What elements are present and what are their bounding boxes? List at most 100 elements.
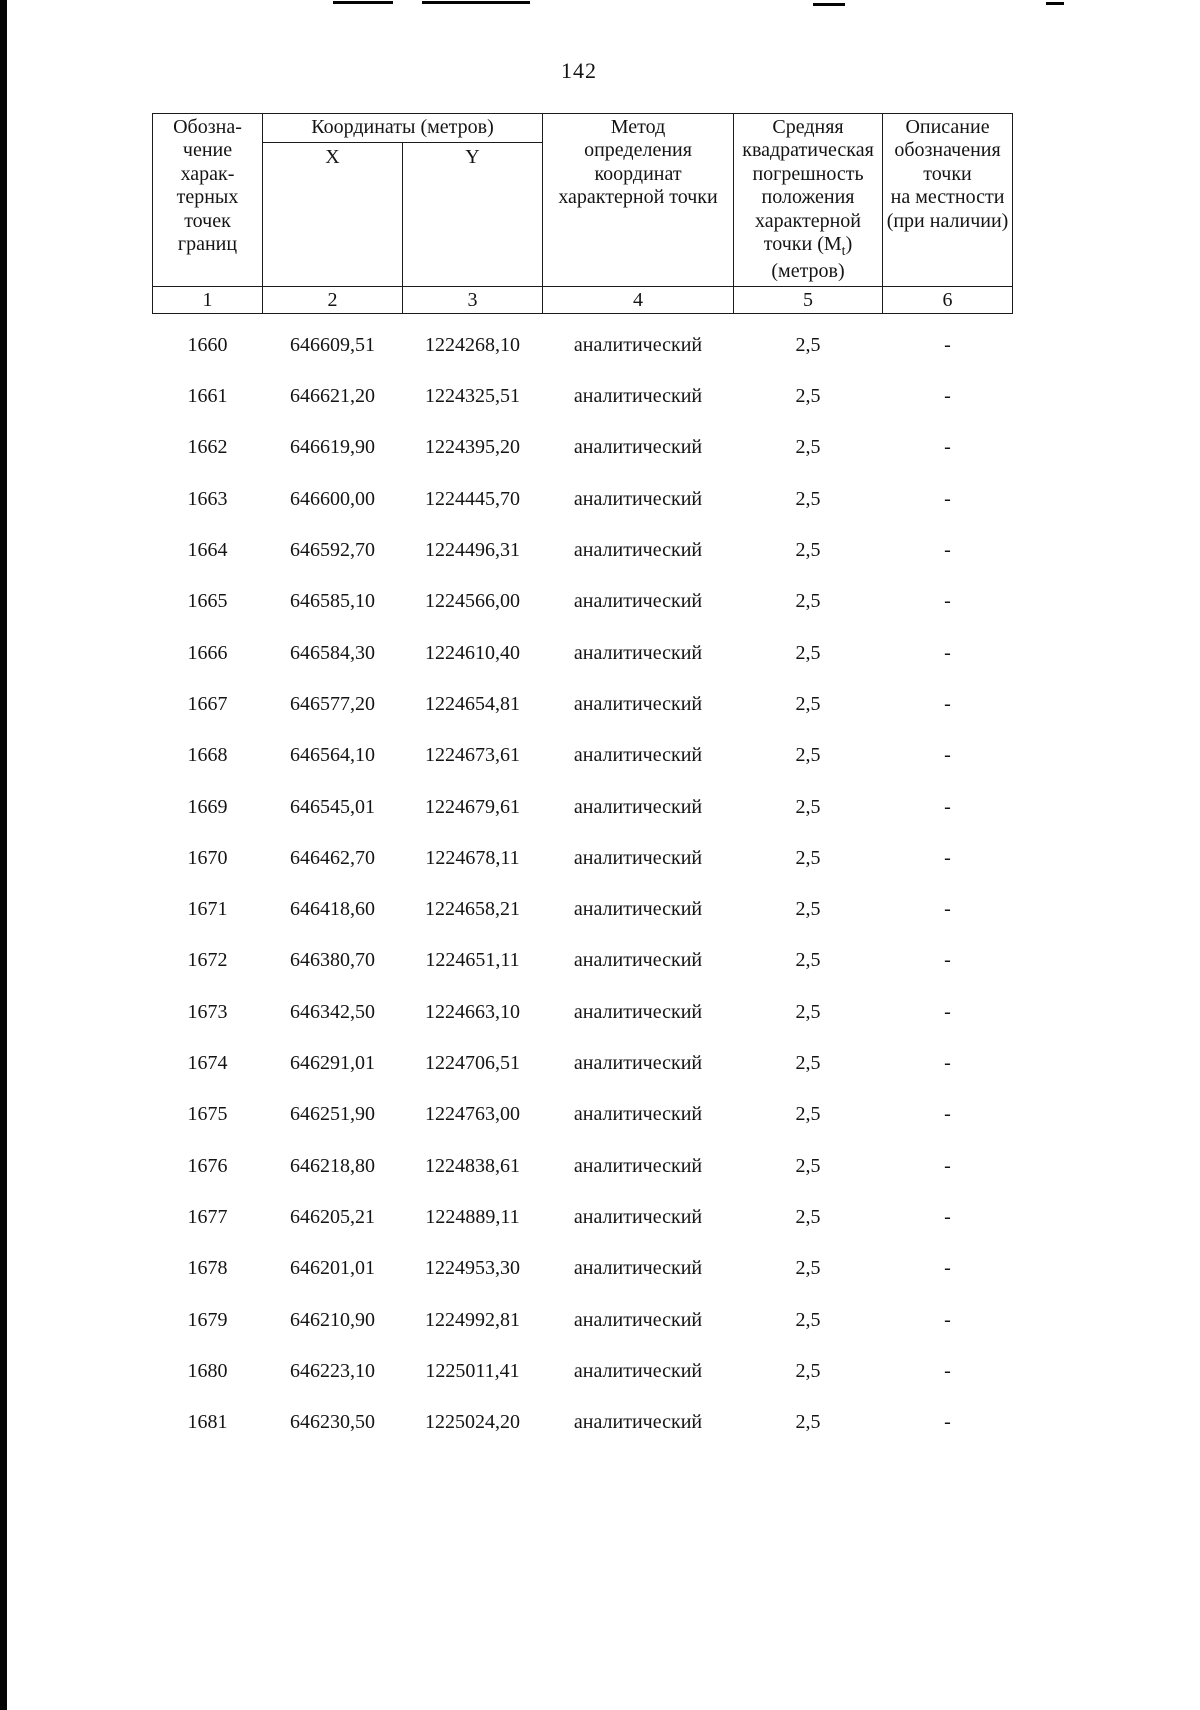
description-cell: -	[944, 539, 951, 562]
table-row: 1679 646210,90 1224992,81 аналитический …	[153, 1294, 1013, 1345]
coordinates-table: Обозна- чение харак- терных точек границ…	[152, 113, 1014, 1448]
error-cell: 2,5	[795, 590, 821, 613]
table-row: 1677 646205,21 1224889,11 аналитический …	[153, 1192, 1013, 1243]
table-row: 1671 646418,60 1224658,21 аналитический …	[153, 884, 1013, 935]
column-number-6: 6	[882, 285, 1014, 314]
x-coordinate-cell: 646205,21	[290, 1205, 375, 1228]
point-number-cell: 1675	[187, 1103, 228, 1126]
error-cell: 2,5	[795, 436, 821, 459]
description-cell: -	[944, 487, 951, 510]
table-row: 1668 646564,10 1224673,61 аналитический …	[153, 730, 1013, 781]
scan-artifact-dash	[813, 3, 845, 6]
error-cell: 2,5	[795, 1257, 821, 1280]
x-coordinate-cell: 646545,01	[290, 795, 375, 818]
point-number-cell: 1674	[187, 1052, 228, 1075]
method-cell: аналитический	[573, 590, 703, 613]
method-cell: аналитический	[573, 487, 703, 510]
x-coordinate-cell: 646291,01	[290, 1052, 375, 1075]
description-cell: -	[944, 846, 951, 869]
error-cell: 2,5	[795, 1052, 821, 1075]
x-coordinate-cell: 646592,70	[290, 539, 375, 562]
description-cell: -	[944, 1359, 951, 1382]
method-cell: аналитический	[573, 846, 703, 869]
description-cell: -	[944, 1205, 951, 1228]
scan-artifact-left-edge	[0, 0, 7, 1710]
y-coordinate-cell: 1224654,81	[425, 692, 520, 715]
table-row: 1666 646584,30 1224610,40 аналитический …	[153, 628, 1013, 679]
header-designation: Обозна- чение харак- терных точек границ	[152, 113, 263, 287]
point-number-cell: 1671	[187, 898, 228, 921]
description-cell: -	[944, 1103, 951, 1126]
description-cell: -	[944, 1052, 951, 1075]
y-coordinate-cell: 1224651,11	[425, 949, 520, 972]
error-cell: 2,5	[795, 744, 821, 767]
point-number-cell: 1677	[187, 1205, 228, 1228]
error-cell: 2,5	[795, 385, 821, 408]
description-cell: -	[944, 1308, 951, 1331]
point-number-cell: 1664	[187, 539, 228, 562]
y-coordinate-cell: 1225024,20	[425, 1411, 520, 1434]
error-cell: 2,5	[795, 1154, 821, 1177]
table-row: 1676 646218,80 1224838,61 аналитический …	[153, 1140, 1013, 1191]
method-cell: аналитический	[573, 898, 703, 921]
y-coordinate-cell: 1224610,40	[425, 641, 520, 664]
description-cell: -	[944, 333, 951, 356]
method-cell: аналитический	[573, 1205, 703, 1228]
table-row: 1663 646600,00 1224445,70 аналитический …	[153, 474, 1013, 525]
method-cell: аналитический	[573, 1000, 703, 1023]
header-error-lines: Средняя квадратическая погрешность полож…	[742, 116, 874, 232]
description-cell: -	[944, 1257, 951, 1280]
point-number-cell: 1663	[187, 487, 228, 510]
y-coordinate-cell: 1224889,11	[425, 1205, 520, 1228]
error-cell: 2,5	[795, 949, 821, 972]
table-header: Обозна- чение харак- терных точек границ…	[152, 113, 1014, 314]
table-row: 1662 646619,90 1224395,20 аналитический …	[153, 422, 1013, 473]
header-x-label: X	[262, 142, 403, 287]
method-cell: аналитический	[573, 539, 703, 562]
header-error-mt-subscript: t	[841, 243, 846, 259]
method-cell: аналитический	[573, 1052, 703, 1075]
method-cell: аналитический	[573, 1154, 703, 1177]
description-cell: -	[944, 590, 951, 613]
point-number-cell: 1672	[187, 949, 228, 972]
header-description: Описание обозначения точки на местности …	[882, 113, 1014, 287]
column-number-4: 4	[542, 285, 735, 314]
table-row: 1674 646291,01 1224706,51 аналитический …	[153, 1038, 1013, 1089]
x-coordinate-cell: 646584,30	[290, 641, 375, 664]
x-coordinate-cell: 646600,00	[290, 487, 375, 510]
table-row: 1664 646592,70 1224496,31 аналитический …	[153, 525, 1013, 576]
y-coordinate-cell: 1224673,61	[425, 744, 520, 767]
point-number-cell: 1666	[187, 641, 228, 664]
point-number-cell: 1673	[187, 1000, 228, 1023]
table-row: 1680 646223,10 1225011,41 аналитический …	[153, 1346, 1013, 1397]
column-number-1: 1	[152, 285, 263, 314]
y-coordinate-cell: 1224268,10	[425, 333, 520, 356]
table-row: 1661 646621,20 1224325,51 аналитический …	[153, 371, 1013, 422]
error-cell: 2,5	[795, 1205, 821, 1228]
error-cell: 2,5	[795, 795, 821, 818]
x-coordinate-cell: 646223,10	[290, 1359, 375, 1382]
header-error-mt: точки (Мt)	[764, 233, 852, 259]
table-row: 1660 646609,51 1224268,10 аналитический …	[153, 313, 1013, 371]
description-cell: -	[944, 795, 951, 818]
table-row: 1667 646577,20 1224654,81 аналитический …	[153, 679, 1013, 730]
method-cell: аналитический	[573, 333, 703, 356]
point-number-cell: 1678	[187, 1257, 228, 1280]
error-cell: 2,5	[795, 898, 821, 921]
table-row: 1681 646230,50 1225024,20 аналитический …	[153, 1397, 1013, 1448]
error-cell: 2,5	[795, 1359, 821, 1382]
y-coordinate-cell: 1224678,11	[425, 846, 520, 869]
x-coordinate-cell: 646609,51	[290, 333, 375, 356]
point-number-cell: 1680	[187, 1359, 228, 1382]
x-coordinate-cell: 646619,90	[290, 436, 375, 459]
error-cell: 2,5	[795, 1411, 821, 1434]
y-coordinate-cell: 1224663,10	[425, 1000, 520, 1023]
x-coordinate-cell: 646621,20	[290, 385, 375, 408]
point-number-cell: 1660	[187, 333, 228, 356]
description-cell: -	[944, 949, 951, 972]
column-number-2: 2	[262, 285, 403, 314]
point-number-cell: 1669	[187, 795, 228, 818]
method-cell: аналитический	[573, 1411, 703, 1434]
x-coordinate-cell: 646564,10	[290, 744, 375, 767]
